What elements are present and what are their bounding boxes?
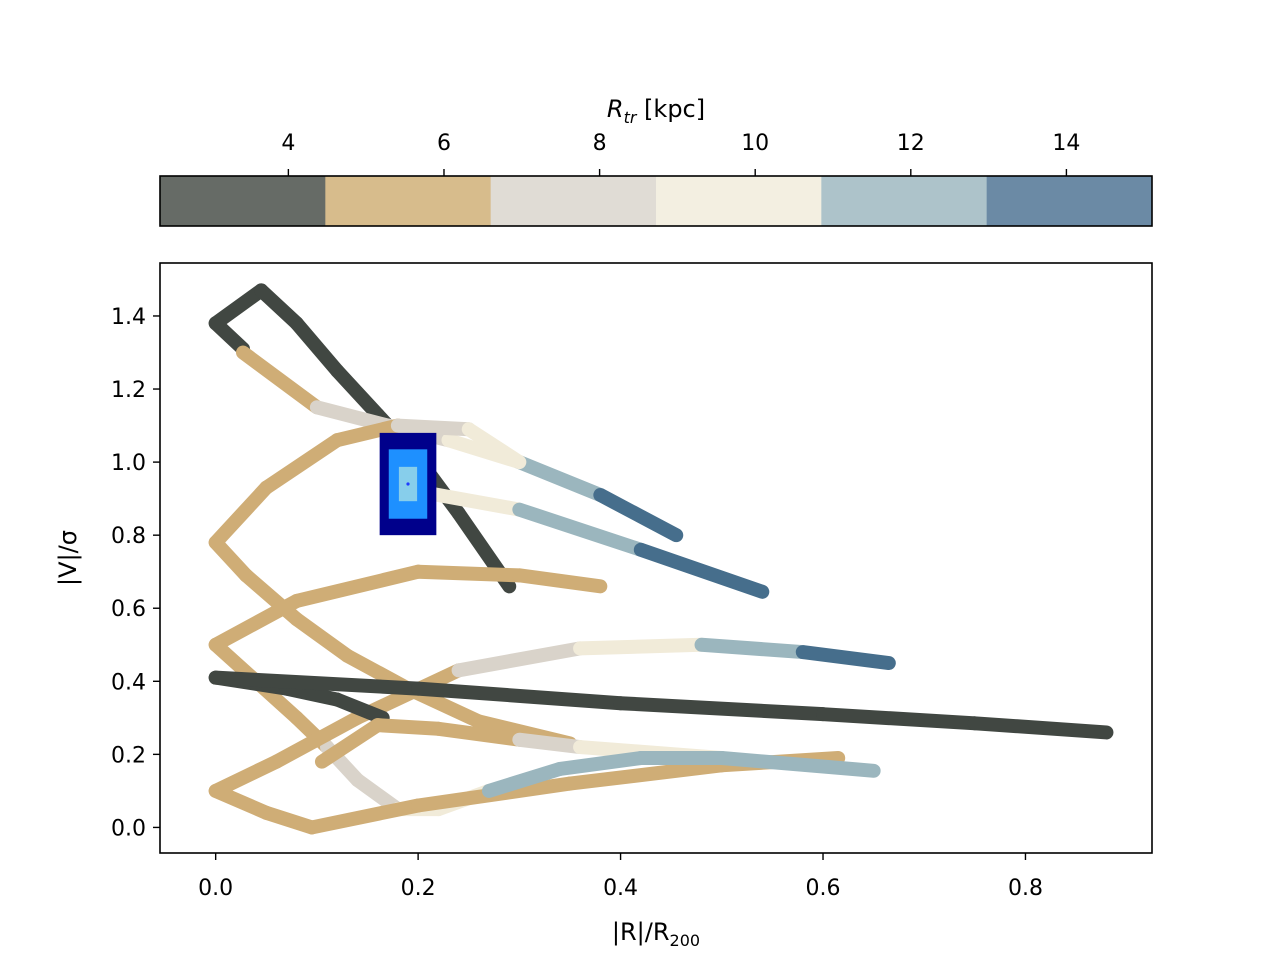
track-segment bbox=[390, 418, 476, 437]
colorbar-bin-3 bbox=[656, 176, 822, 226]
colorbar-label-unit: [kpc] bbox=[636, 95, 705, 123]
track-segment bbox=[259, 433, 345, 495]
track-8 bbox=[208, 751, 846, 835]
track-segment bbox=[431, 721, 527, 747]
track-segment bbox=[254, 283, 304, 331]
track-segment bbox=[573, 637, 709, 656]
track-segment bbox=[512, 502, 648, 557]
track-segment bbox=[208, 593, 304, 652]
track-segment bbox=[236, 345, 324, 415]
colorbar-frame bbox=[159, 175, 1153, 227]
y-tick-label: 1.2 bbox=[111, 378, 146, 403]
track-segment bbox=[330, 692, 390, 725]
track-segment bbox=[562, 758, 729, 791]
track-5 bbox=[208, 564, 608, 652]
track-segment bbox=[330, 363, 385, 422]
x-tick-label: 0.8 bbox=[1008, 876, 1043, 901]
y-axis-label: |V|/σ bbox=[54, 530, 82, 586]
track-segment bbox=[304, 798, 426, 835]
x-axis-label-main: |R|/R bbox=[612, 918, 670, 946]
track-segment bbox=[330, 418, 405, 448]
track-segment bbox=[512, 568, 608, 594]
track-segment bbox=[714, 751, 881, 778]
y-axis: 0.0 0.2 0.4 0.6 0.8 1.0 1.2 1.4 bbox=[111, 305, 160, 841]
y-tick-label: 1.4 bbox=[111, 305, 146, 330]
colorbar-bin-5 bbox=[986, 176, 1153, 226]
track-segment bbox=[289, 564, 426, 608]
colorbar-tick-label: 4 bbox=[281, 131, 295, 156]
x-axis: 0.0 0.2 0.4 0.6 0.8 bbox=[198, 853, 1043, 901]
colorbar-tick-label: 12 bbox=[897, 131, 925, 156]
x-tick-label: 0.4 bbox=[603, 876, 638, 901]
colorbar: 4 6 8 10 12 14 bbox=[159, 131, 1153, 227]
y-tick-label: 0.8 bbox=[111, 524, 146, 549]
colorbar-label-symbol: R bbox=[607, 95, 624, 123]
track-segment bbox=[208, 783, 274, 820]
track-segment bbox=[816, 707, 982, 731]
track-segment bbox=[269, 710, 365, 769]
track-segment bbox=[289, 316, 345, 378]
track-10 bbox=[208, 670, 1114, 740]
track-segment bbox=[208, 480, 274, 550]
track-segment bbox=[208, 535, 254, 583]
marker-layer bbox=[379, 432, 437, 536]
track-segment bbox=[613, 696, 831, 722]
colorbar-bin-1 bbox=[325, 176, 492, 226]
track-segment bbox=[481, 761, 567, 798]
colorbar-bin-4 bbox=[821, 176, 988, 226]
track-segment bbox=[309, 400, 395, 433]
track-segment bbox=[259, 805, 319, 835]
track-segment bbox=[208, 283, 269, 331]
track-segment bbox=[411, 681, 628, 711]
y-tick-label: 0.2 bbox=[111, 743, 146, 768]
track-segment bbox=[593, 487, 684, 543]
x-tick-label: 0.2 bbox=[401, 876, 436, 901]
colorbar-tick-label: 14 bbox=[1052, 131, 1080, 156]
track-segment bbox=[552, 751, 648, 776]
track-1 bbox=[236, 345, 684, 543]
track-3 bbox=[208, 418, 527, 550]
y-tick-label: 0.0 bbox=[111, 816, 146, 841]
track-segment bbox=[451, 641, 588, 678]
track-12 bbox=[481, 751, 729, 798]
track-segment bbox=[694, 637, 810, 660]
colorbar-tick-label: 8 bbox=[593, 131, 607, 156]
track-segment bbox=[208, 754, 284, 798]
track-segment bbox=[512, 455, 608, 502]
track-segment bbox=[411, 564, 527, 583]
colorbar-label: Rtr [kpc] bbox=[607, 95, 705, 127]
colorbar-tick-label: 6 bbox=[437, 131, 451, 156]
track-segment bbox=[512, 732, 588, 755]
y-tick-label: 0.6 bbox=[111, 597, 146, 622]
x-tick-label: 0.6 bbox=[806, 876, 841, 901]
y-tick-label: 0.4 bbox=[111, 670, 146, 695]
colorbar-bin-0 bbox=[160, 176, 326, 226]
track-segment bbox=[370, 718, 446, 736]
track-segment bbox=[795, 645, 896, 671]
colorbar-bin-2 bbox=[490, 176, 657, 226]
plot-frame bbox=[159, 262, 1153, 854]
track-segment bbox=[967, 716, 1114, 740]
track-segment bbox=[314, 718, 385, 769]
x-axis-label-subscript: 200 bbox=[670, 931, 701, 950]
track-segment bbox=[208, 670, 426, 696]
tracks-layer bbox=[208, 283, 1114, 835]
x-tick-label: 0.0 bbox=[198, 876, 233, 901]
marker-point bbox=[406, 482, 410, 486]
colorbar-tick-label: 10 bbox=[741, 131, 769, 156]
y-tick-label: 1.0 bbox=[111, 451, 146, 476]
track-segment bbox=[279, 681, 345, 707]
track-segment bbox=[461, 422, 527, 470]
colorbar-label-subscript: tr bbox=[624, 108, 638, 127]
plot-area bbox=[159, 262, 1153, 854]
track-segment bbox=[633, 542, 770, 599]
track-segment bbox=[289, 612, 355, 663]
x-axis-label: |R|/R200 bbox=[612, 918, 700, 950]
